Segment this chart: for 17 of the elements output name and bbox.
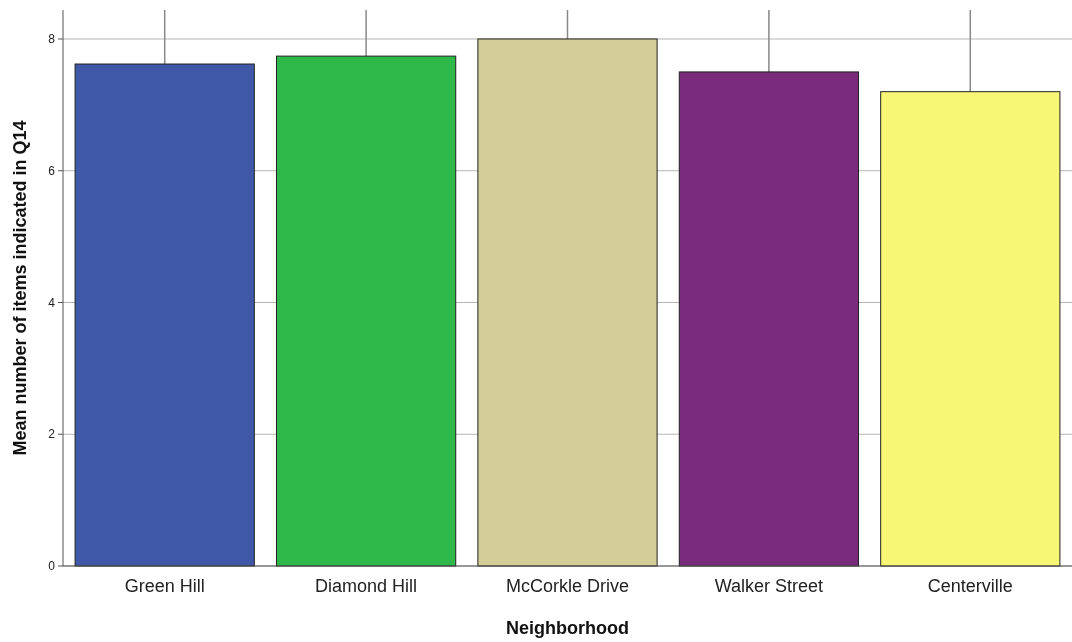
bar — [477, 38, 658, 567]
bar — [275, 55, 457, 567]
y-tick-label: 8 — [48, 32, 56, 47]
y-tick-label: 0 — [48, 559, 56, 574]
x-tick-label: Green Hill — [124, 576, 205, 596]
y-axis-title: Mean number of items indicated in Q14 — [10, 120, 30, 456]
bar — [678, 71, 860, 567]
x-tick-label: Walker Street — [714, 576, 824, 596]
x-axis-title: Neighborhood — [506, 618, 629, 638]
y-tick-label: 4 — [48, 295, 56, 310]
y-tick-label: 6 — [48, 163, 56, 178]
bar — [880, 91, 1061, 567]
y-tick-label: 2 — [48, 427, 56, 442]
x-tick-label: McCorkle Drive — [505, 576, 630, 596]
x-tick-label: Diamond Hill — [315, 576, 418, 596]
bar — [74, 63, 255, 567]
x-tick-label: Centerville — [927, 576, 1013, 596]
